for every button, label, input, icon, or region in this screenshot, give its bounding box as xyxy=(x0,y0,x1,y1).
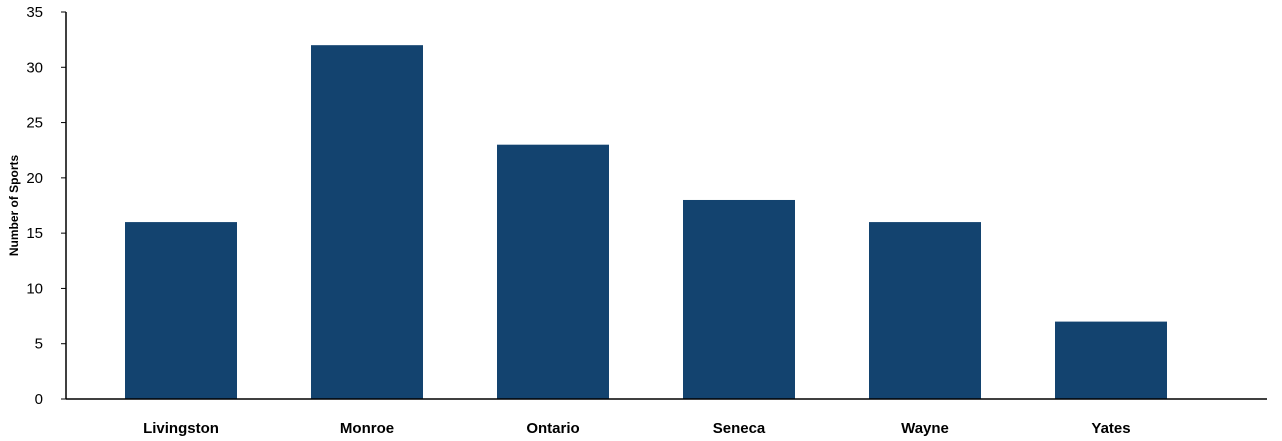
y-tick-label: 0 xyxy=(35,391,43,408)
bar-yates xyxy=(1055,321,1167,399)
bars xyxy=(125,45,1167,400)
bar-wayne xyxy=(869,222,981,399)
y-ticks: 0 5 10 15 20 25 30 35 xyxy=(26,4,66,408)
y-axis-title: Number of Sports xyxy=(7,155,21,257)
x-labels: Livingston Monroe Ontario Seneca Wayne Yates xyxy=(143,420,1131,437)
x-tick-label: Ontario xyxy=(526,420,579,437)
x-tick-label: Wayne xyxy=(901,420,949,437)
y-tick-label: 30 xyxy=(26,59,43,76)
x-tick-label: Monroe xyxy=(340,420,394,437)
x-tick-label: Livingston xyxy=(143,420,219,437)
x-axis: Livingston Monroe Ontario Seneca Wayne Yates xyxy=(66,398,1267,437)
y-tick-label: 20 xyxy=(26,170,43,187)
bar-seneca xyxy=(683,199,795,399)
y-tick-label: 15 xyxy=(26,225,43,242)
x-tick-label: Seneca xyxy=(713,420,766,437)
y-tick-label: 10 xyxy=(26,280,43,297)
bar-monroe xyxy=(311,45,423,400)
y-tick-label: 5 xyxy=(35,336,43,353)
x-tick-label: Yates xyxy=(1091,420,1130,437)
y-tick-label: 25 xyxy=(26,115,43,132)
bar-ontario xyxy=(497,144,609,399)
y-tick-label: 35 xyxy=(26,4,43,21)
y-axis: 0 5 10 15 20 25 30 35 Number of Sports xyxy=(7,4,67,408)
bar-livingston xyxy=(125,222,237,399)
